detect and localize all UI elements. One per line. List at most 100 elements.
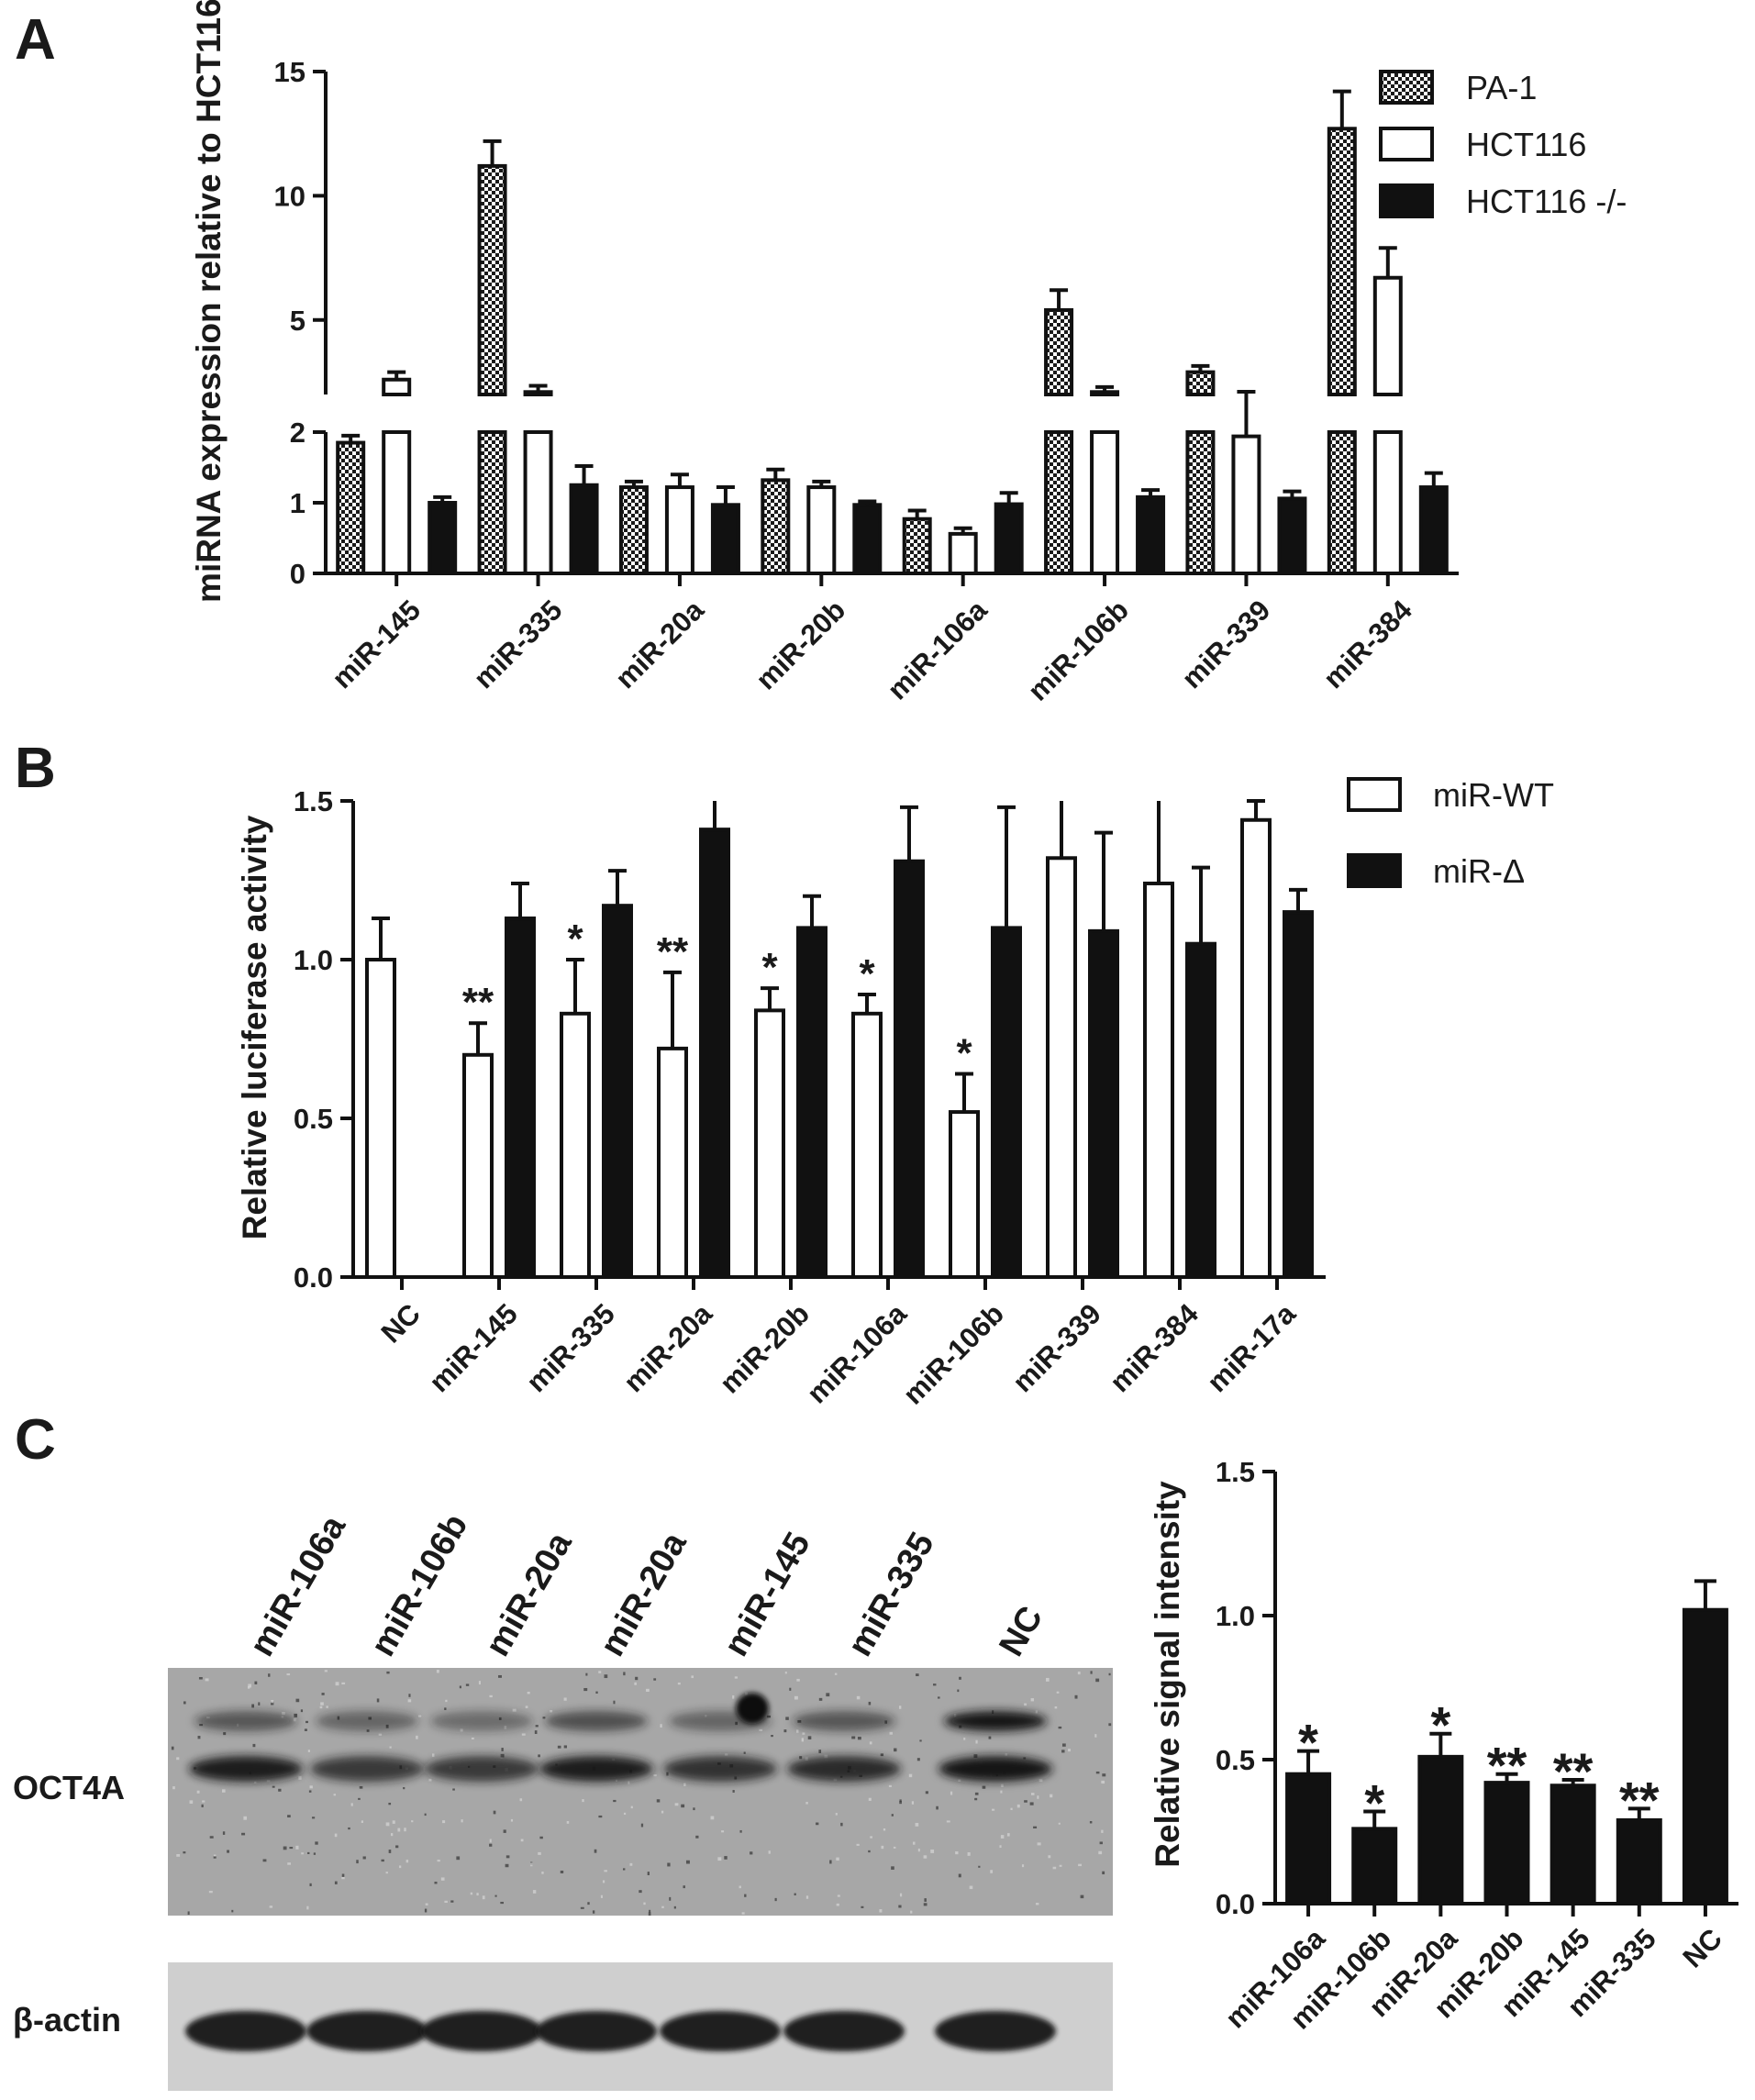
chart-b-xtick-label: miR-20b bbox=[714, 1297, 816, 1399]
blot-speckle-dot bbox=[649, 1909, 651, 1913]
chart-b-significance: * bbox=[567, 917, 583, 961]
blot-speckle-dot bbox=[227, 1850, 230, 1853]
blot-speckle-dot bbox=[988, 1736, 992, 1739]
blot-speckle-dot bbox=[1035, 1903, 1039, 1906]
blot-speckle-dot bbox=[1030, 1793, 1035, 1795]
blot-speckle-dot bbox=[503, 1829, 506, 1833]
blot-speckle-dot bbox=[767, 1715, 772, 1718]
blot-speckle-dot bbox=[417, 1715, 422, 1717]
blot-speckle-dot bbox=[437, 1860, 440, 1862]
blot-speckle-dot bbox=[802, 1732, 805, 1735]
blot-speckle-dot bbox=[425, 1903, 428, 1906]
blot-speckle-dot bbox=[295, 1845, 299, 1850]
bar-mir--mir-106b bbox=[991, 926, 1022, 1280]
blot-speckle-dot bbox=[424, 1908, 428, 1913]
blot-speckle-dot bbox=[604, 1870, 607, 1872]
blot-speckle-dot bbox=[209, 1836, 214, 1839]
bar-hct116-mir-339-lower bbox=[1231, 434, 1261, 575]
blot-speckle-dot bbox=[381, 1859, 384, 1862]
blot-speckle-dot bbox=[784, 1672, 787, 1674]
blot-speckle-dot bbox=[982, 1785, 986, 1789]
bar-hct116--mir-145-lower bbox=[428, 501, 458, 575]
blot-speckle-dot bbox=[774, 1897, 777, 1902]
chart-c-xtick-label: NC bbox=[1676, 1922, 1727, 1973]
blot-speckle-dot bbox=[1000, 1835, 1005, 1839]
blot-speckle-dot bbox=[646, 1688, 650, 1692]
blot-speckle-dot bbox=[691, 1675, 694, 1679]
blot-speckle-dot bbox=[695, 1835, 699, 1839]
blot-speckle-dot bbox=[826, 1693, 830, 1697]
blot-speckle-dot bbox=[950, 1791, 953, 1795]
blot-speckle-dot bbox=[440, 1877, 445, 1881]
blot-speckle-dot bbox=[358, 1797, 361, 1800]
bar-hct116-mir-20b-lower bbox=[806, 485, 837, 575]
blot-speckle-dot bbox=[1101, 1780, 1105, 1784]
blot-speckle-dot bbox=[201, 1804, 204, 1808]
blot-speckle-dot bbox=[407, 1699, 412, 1703]
blot-speckle-dot bbox=[794, 1695, 798, 1700]
bar-signal-mir-20a bbox=[1417, 1754, 1464, 1906]
blot-speckle-dot bbox=[1090, 1671, 1093, 1674]
blot-speckle-dot bbox=[378, 1733, 383, 1736]
blot-speckle-dot bbox=[861, 1906, 864, 1908]
blot-speckle-dot bbox=[894, 1748, 897, 1752]
blot-speckle-dot bbox=[268, 1673, 271, 1677]
legend-label-mir-delta: miR-Δ bbox=[1433, 852, 1525, 890]
western-blot: miR-106a miR-106b miR-20a miR-20a miR-145 miR… bbox=[13, 1507, 1113, 2091]
oct4a-lower-band-mir-145-4 bbox=[663, 1756, 777, 1782]
blot-speckle-dot bbox=[937, 1696, 940, 1699]
blot-speckle-dot bbox=[341, 1873, 345, 1877]
blot-speckle-dot bbox=[428, 1778, 432, 1782]
blot-speckle-dot bbox=[816, 1822, 819, 1826]
blot-speckle-dot bbox=[888, 1784, 892, 1787]
blot-speckle-dot bbox=[176, 1757, 180, 1761]
blot-speckle-dot bbox=[923, 1855, 927, 1859]
blot-speckle-dot bbox=[557, 1745, 561, 1749]
blot-speckle-dot bbox=[1035, 1710, 1039, 1714]
chart-a-xtick-label: miR-106b bbox=[1022, 594, 1135, 706]
blot-speckle-dot bbox=[1001, 1783, 1004, 1787]
blot-speckle-dot bbox=[172, 1786, 175, 1790]
chart-c-significance: * bbox=[1430, 1696, 1450, 1754]
bar-mir--mir-20a bbox=[699, 828, 730, 1279]
blot-speckle-dot bbox=[639, 1890, 642, 1894]
blot-lane-label: miR-145 bbox=[716, 1526, 817, 1662]
blot-speckle-dot bbox=[197, 1736, 201, 1739]
blot-speckle-dot bbox=[919, 1739, 922, 1742]
blot-speckle-dot bbox=[660, 1724, 662, 1728]
blot-speckle-dot bbox=[386, 1671, 390, 1674]
blot-speckle-dot bbox=[566, 1820, 570, 1824]
blot-speckle-dot bbox=[974, 1792, 979, 1795]
blot-speckle-dot bbox=[1016, 1804, 1020, 1808]
blot-speckle-dot bbox=[881, 1845, 884, 1850]
blot-speckle-dot bbox=[489, 1694, 493, 1698]
blot-speckle-dot bbox=[991, 1808, 995, 1811]
blot-speckle-dot bbox=[550, 1710, 553, 1713]
blot-speckle-dot bbox=[1033, 1826, 1038, 1828]
bar-hct116-mir-106a-lower bbox=[948, 531, 978, 576]
blot-speckle-dot bbox=[805, 1802, 808, 1805]
chart-b-legend: miR-WT miR-Δ bbox=[1347, 776, 1554, 890]
blot-spot-artifact bbox=[736, 1693, 769, 1724]
blot-speckle-dot bbox=[834, 1672, 838, 1675]
blot-speckle-dot bbox=[1037, 1842, 1041, 1846]
blot-speckle-dot bbox=[282, 1712, 285, 1716]
blot-speckle-dot bbox=[946, 1820, 950, 1823]
blot-speckle-dot bbox=[1108, 1672, 1111, 1676]
bar-hct116-mir-106b-upper bbox=[1090, 390, 1120, 396]
blot-speckle-dot bbox=[1061, 1750, 1065, 1753]
blot-speckle-dot bbox=[1000, 1790, 1003, 1794]
bar-hct116--mir-20b-lower bbox=[852, 503, 883, 575]
blot-speckle-dot bbox=[891, 1866, 894, 1870]
bar-hct116-mir-384-lower bbox=[1372, 430, 1403, 575]
bar-pa-1-mir-335-lower bbox=[477, 430, 507, 575]
blot-speckle-dot bbox=[272, 1785, 275, 1788]
blot-speckle-dot bbox=[183, 1851, 186, 1854]
bar-hct116-mir-335-upper bbox=[523, 390, 553, 396]
blot-speckle-dot bbox=[1089, 1820, 1093, 1824]
bar-mir-wt-mir-106a bbox=[851, 1011, 883, 1279]
bar-signal-mir-145 bbox=[1550, 1783, 1596, 1906]
bar-signal-mir-106b bbox=[1351, 1827, 1398, 1906]
blot-speckle-dot bbox=[270, 1701, 274, 1706]
bar-hct116-mir-106b-lower bbox=[1090, 430, 1120, 575]
